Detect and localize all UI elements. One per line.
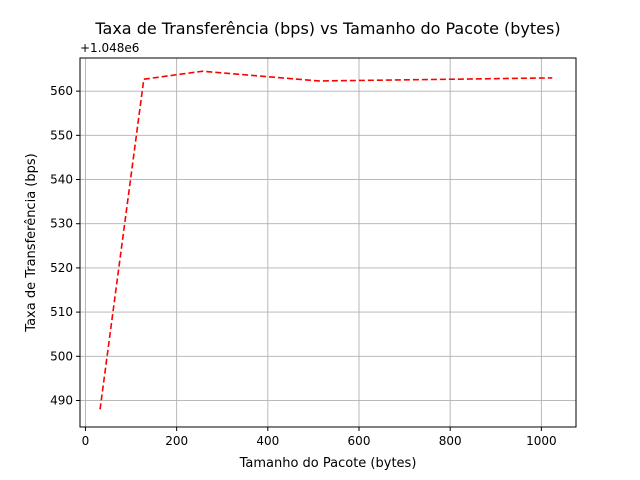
- y-tick-label-5: 540: [50, 173, 73, 187]
- y-tick-label-6: 550: [50, 128, 73, 142]
- y-tick-label-2: 510: [50, 305, 73, 319]
- x-tick-label-5: 1000: [526, 434, 557, 448]
- chart-title: Taxa de Transferência (bps) vs Tamanho d…: [94, 19, 560, 38]
- x-axis-label: Tamanho do Pacote (bytes): [239, 456, 417, 471]
- series-layer: [99, 70, 553, 410]
- x-tick-label-2: 400: [256, 434, 279, 448]
- y-axis-ticks: 490 500 510 520 530 540 550 560: [50, 84, 80, 407]
- y-tick-label-3: 520: [50, 261, 73, 275]
- grid: [80, 58, 576, 427]
- y-tick-label-1: 500: [50, 349, 73, 363]
- y-axis-label: Taxa de Transferência (bps): [24, 153, 39, 332]
- x-tick-label-3: 600: [348, 434, 371, 448]
- plot-frame: [79, 57, 577, 428]
- y-tick-label-4: 530: [50, 217, 73, 231]
- y-tick-label-0: 490: [50, 393, 73, 407]
- x-tick-label-4: 800: [439, 434, 462, 448]
- y-offset-label: +1.048e6: [80, 41, 139, 55]
- x-tick-label-0: 0: [82, 434, 90, 448]
- y-tick-label-7: 560: [50, 84, 73, 98]
- series-line-0: [99, 70, 553, 410]
- x-axis-ticks: 0 200 400 600 800 1000: [82, 427, 557, 448]
- x-tick-label-1: 200: [165, 434, 188, 448]
